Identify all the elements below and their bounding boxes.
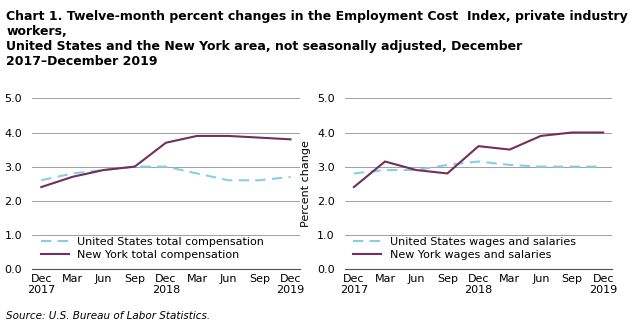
Line: New York wages and salaries: New York wages and salaries (354, 133, 603, 187)
New York wages and salaries (412, 168, 420, 172)
United States wages and salaries (506, 163, 514, 167)
United States total compensation (38, 178, 45, 182)
United States total compensation (100, 168, 107, 172)
New York total compensation (193, 134, 201, 138)
New York total compensation (286, 137, 294, 141)
United States wages and salaries (568, 165, 576, 169)
Legend: United States total compensation, New York total compensation: United States total compensation, New Yo… (38, 233, 268, 263)
United States total compensation (225, 178, 232, 182)
Line: New York total compensation: New York total compensation (41, 136, 290, 187)
Text: Chart 1. Twelve-month percent changes in the Employment Cost  Index, private ind: Chart 1. Twelve-month percent changes in… (6, 10, 632, 68)
New York wages and salaries (506, 148, 514, 152)
United States wages and salaries (381, 168, 389, 172)
United States wages and salaries (475, 159, 482, 163)
Line: United States total compensation: United States total compensation (41, 167, 290, 180)
United States total compensation (68, 172, 76, 175)
New York total compensation (100, 168, 107, 172)
United States total compensation (162, 165, 170, 169)
New York wages and salaries (599, 131, 607, 134)
United States total compensation (286, 175, 294, 179)
New York wages and salaries (443, 172, 451, 175)
United States wages and salaries (443, 163, 451, 167)
New York wages and salaries (537, 134, 545, 138)
New York total compensation (225, 134, 232, 138)
Legend: United States wages and salaries, New York wages and salaries: United States wages and salaries, New Yo… (350, 233, 579, 263)
United States wages and salaries (599, 165, 607, 169)
United States total compensation (256, 178, 263, 182)
New York wages and salaries (350, 185, 358, 189)
New York total compensation (256, 136, 263, 140)
Text: Source: U.S. Bureau of Labor Statistics.: Source: U.S. Bureau of Labor Statistics. (6, 312, 211, 321)
New York total compensation (162, 141, 170, 145)
United States total compensation (193, 172, 201, 175)
New York total compensation (68, 175, 76, 179)
Line: United States wages and salaries: United States wages and salaries (354, 161, 603, 174)
United States wages and salaries (412, 168, 420, 172)
United States wages and salaries (350, 172, 358, 175)
United States wages and salaries (537, 165, 545, 169)
New York total compensation (131, 165, 138, 169)
New York wages and salaries (381, 159, 389, 163)
New York wages and salaries (475, 144, 482, 148)
Y-axis label: Percent change: Percent change (302, 140, 311, 227)
New York wages and salaries (568, 131, 576, 134)
New York total compensation (38, 185, 45, 189)
United States total compensation (131, 165, 138, 169)
